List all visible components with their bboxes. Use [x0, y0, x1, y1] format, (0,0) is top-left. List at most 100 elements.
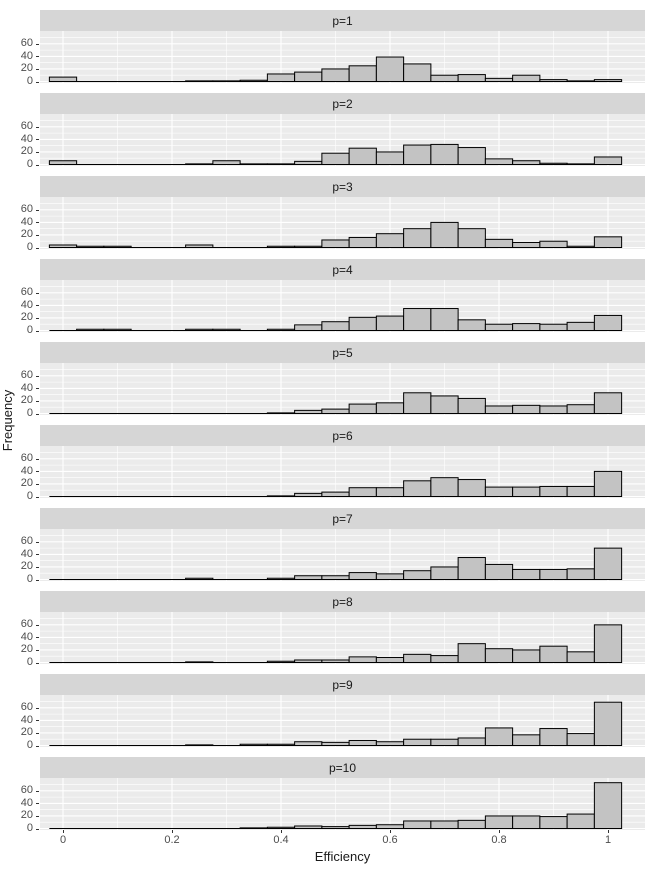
- y-tick-mark: [36, 292, 39, 294]
- histogram-bar: [457, 397, 486, 414]
- histogram-bar: [403, 228, 432, 248]
- histogram-bar: [484, 323, 514, 331]
- histogram-bar: [539, 728, 568, 746]
- facet-plot-row: 0 20 40 60: [0, 114, 645, 170]
- histogram-panel: [40, 363, 645, 415]
- facet-strip: p=10: [40, 757, 645, 778]
- y-tick-mark: [36, 496, 39, 498]
- y-tick-mark: [36, 566, 39, 568]
- y-axis: 0 20 40 60: [0, 197, 40, 253]
- facet-strip-label: p=1: [332, 13, 353, 28]
- y-tick-label: 60: [20, 452, 33, 465]
- y-tick-label: 40: [20, 713, 33, 726]
- y-tick-mark: [36, 649, 39, 651]
- x-tick-label: 0.4: [273, 834, 289, 846]
- y-tick-mark: [36, 43, 39, 45]
- y-tick-label: 60: [20, 203, 33, 216]
- histogram-bar: [48, 160, 78, 166]
- y-tick-label: 40: [20, 630, 33, 643]
- y-tick-mark: [36, 720, 39, 722]
- y-tick-mark: [36, 400, 39, 402]
- facet-p-7: p=7 0 20 40 60: [0, 508, 645, 585]
- y-tick-mark: [36, 388, 39, 390]
- y-tick-label: 20: [20, 560, 33, 573]
- histogram-bar: [539, 405, 568, 415]
- histogram-bar: [375, 233, 405, 248]
- y-tick-mark: [36, 732, 39, 734]
- facet-p-6: p=6 0 20 40 60: [0, 425, 645, 502]
- histogram-bar: [294, 324, 323, 332]
- histogram-panel: [40, 695, 645, 747]
- facet-plot-row: 0 20 40 60: [0, 280, 645, 336]
- histogram-bar: [430, 395, 459, 414]
- y-tick-label: 20: [20, 643, 33, 656]
- facet-strip-label: p=6: [332, 428, 353, 443]
- histogram-panel: [40, 529, 645, 581]
- facet-p-5: p=5 0 20 40 60: [0, 342, 645, 419]
- histogram-bar: [403, 820, 432, 830]
- histogram-bar: [593, 79, 623, 83]
- histogram-bar: [185, 163, 214, 166]
- histogram-bar: [321, 741, 350, 746]
- y-tick-label: 40: [20, 547, 33, 560]
- histogram-bar: [484, 486, 514, 498]
- facet-strip-label: p=10: [328, 760, 357, 775]
- facet-strip: p=7: [40, 508, 645, 529]
- y-tick-mark: [36, 247, 39, 249]
- histogram-panel: [40, 612, 645, 664]
- histogram-bar: [484, 648, 514, 663]
- facet-strip-label: p=8: [332, 594, 353, 609]
- histogram-bar: [430, 820, 459, 830]
- histogram-bar: [457, 819, 486, 829]
- histogram-bar: [266, 245, 296, 248]
- y-axis: 0 20 40 60: [0, 114, 40, 170]
- histogram-bar: [403, 738, 432, 746]
- histogram-bar: [512, 486, 541, 498]
- histogram-bar: [484, 563, 514, 580]
- histogram-bar: [185, 661, 214, 664]
- histogram-bar: [512, 160, 541, 166]
- histogram-bar: [294, 409, 323, 414]
- histogram-bar: [266, 412, 296, 415]
- histogram-bar: [294, 492, 323, 497]
- histogram-bar: [375, 315, 405, 332]
- x-tick-label: 0.2: [164, 834, 180, 846]
- histogram-bar: [593, 782, 623, 829]
- histogram-bar: [321, 68, 350, 83]
- x-axis-title: Efficiency: [314, 849, 371, 864]
- y-tick-mark: [36, 413, 39, 415]
- y-tick-label: 0: [26, 324, 33, 336]
- histogram-bar: [321, 321, 350, 331]
- y-tick-label: 60: [20, 618, 33, 631]
- facet-strip: p=3: [40, 176, 645, 197]
- y-tick-label: 0: [26, 75, 33, 87]
- histogram-bar: [212, 160, 241, 166]
- y-tick-mark: [36, 234, 39, 236]
- histogram-bar: [48, 244, 78, 249]
- histogram-bar: [321, 152, 350, 166]
- histogram-bar: [593, 314, 623, 331]
- histogram-bar: [403, 653, 432, 663]
- histogram-bar: [321, 239, 350, 249]
- facet-strip: p=4: [40, 259, 645, 280]
- histogram-bar: [348, 656, 377, 664]
- histogram-bar: [266, 743, 296, 746]
- histogram-bar: [484, 727, 514, 746]
- y-tick-mark: [36, 151, 39, 153]
- histogram-bar: [375, 151, 405, 166]
- histogram-bar: [185, 80, 214, 83]
- facet-plot-row: 0 20 40 60: [0, 612, 645, 668]
- histogram-bar: [539, 323, 568, 331]
- y-tick-mark: [36, 209, 39, 211]
- y-tick-label: 0: [26, 573, 33, 585]
- histogram-bar: [457, 74, 486, 82]
- histogram-bar: [403, 570, 432, 580]
- x-tick-label: 1: [604, 834, 612, 846]
- histogram-bar: [430, 143, 459, 165]
- y-tick-label: 40: [20, 796, 33, 809]
- histogram-bar: [185, 744, 214, 747]
- x-tick-mark: [608, 830, 609, 833]
- y-tick-mark: [36, 458, 39, 460]
- y-axis: 0 20 40 60: [0, 31, 40, 87]
